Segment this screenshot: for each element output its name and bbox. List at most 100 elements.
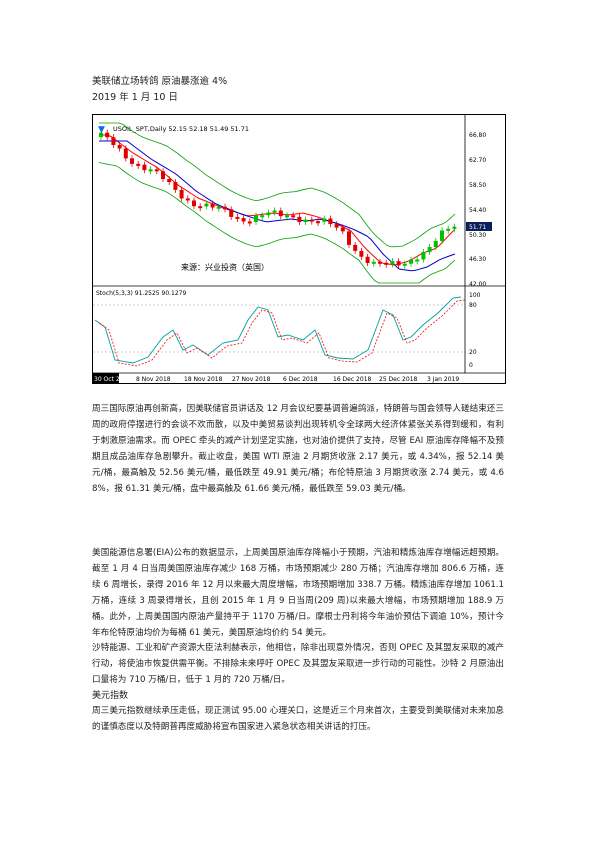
chart-svg: USOIL_SPT,Daily 52.15 52.18 51.49 51.71 … xyxy=(93,115,505,383)
candle-body xyxy=(185,198,190,201)
candle-body xyxy=(328,218,333,225)
candle-body xyxy=(136,163,141,166)
stoch-tick: 0 xyxy=(469,362,473,369)
candle-body xyxy=(396,261,401,266)
candle-body xyxy=(117,145,122,149)
date-label: 27 Nov 2018 xyxy=(232,376,271,383)
price-tick: 46.30 xyxy=(469,256,486,263)
candle-body xyxy=(353,244,358,251)
candle-body xyxy=(278,210,283,217)
section-title-usd: 美元指数 xyxy=(92,691,129,701)
candle-body xyxy=(359,250,364,257)
candle-body xyxy=(378,261,382,264)
article-title: 美联储立场转鸽 原油暴涨逾 4% xyxy=(92,76,228,87)
stoch-tick: 20 xyxy=(469,349,477,356)
date-label: 3 Jan 2019 xyxy=(427,376,459,383)
date-label: 8 Nov 2018 xyxy=(136,376,171,383)
candle-body xyxy=(247,221,252,224)
candle-body xyxy=(173,182,178,190)
candle-body xyxy=(347,231,351,245)
candle-body xyxy=(154,169,159,172)
bollinger-bands xyxy=(98,122,456,284)
candle-body xyxy=(130,158,134,164)
stoch-tick: 100 xyxy=(469,292,481,299)
candle-body xyxy=(384,262,389,265)
stoch-tick: 80 xyxy=(469,302,477,309)
stoch-signal-line xyxy=(98,299,466,367)
stoch-header: Stoch(5,3,3) 91.2525 90.1279 xyxy=(96,290,187,297)
ma-slow-line xyxy=(99,140,456,272)
stochastic-lines xyxy=(94,296,466,367)
ma-fast-line xyxy=(99,134,456,266)
candle-body xyxy=(148,169,153,172)
candle-body xyxy=(297,216,302,223)
candle-body xyxy=(179,189,184,199)
candle-body xyxy=(167,179,172,183)
price-panel xyxy=(93,115,465,285)
candle-body xyxy=(452,226,457,229)
candle-body xyxy=(254,215,258,222)
date-label: 16 Dec 2018 xyxy=(333,376,372,383)
candle-body xyxy=(371,261,376,264)
candle-body xyxy=(266,212,271,216)
date-label: 6 Dec 2018 xyxy=(283,376,318,383)
candle-body xyxy=(272,210,277,213)
price-tick: 50.30 xyxy=(469,232,486,239)
last-price-label: 51.71 xyxy=(469,224,486,231)
candle-body xyxy=(210,203,215,208)
paragraph-market-summary: 周三国际原油再创新高，因美联储官员讲话及 12 月会议纪要基调普遍鸽派，特朗普与… xyxy=(92,404,504,495)
candle-body xyxy=(309,219,314,222)
chart-watermark: 来源：兴业投资（英国） xyxy=(181,262,269,272)
price-tick: 54.40 xyxy=(469,207,486,214)
candle-body xyxy=(216,206,221,209)
candle-body xyxy=(241,218,246,222)
candle-body xyxy=(105,132,110,138)
candle-body xyxy=(415,259,420,262)
article-date: 2019 年 1 月 10 日 xyxy=(92,92,178,103)
price-tick: 62.70 xyxy=(469,157,486,164)
candle-body xyxy=(111,137,116,146)
candle-body xyxy=(390,261,395,265)
chart-header: USOIL_SPT,Daily 52.15 52.18 51.49 51.71 xyxy=(113,125,249,133)
date-highlight xyxy=(93,373,119,383)
date-label: 25 Dec 2018 xyxy=(379,376,418,383)
candle-body xyxy=(446,228,451,231)
last-price-badge xyxy=(466,222,492,231)
date-axis: 30 Oct 2018 8 Nov 2018 18 Nov 2018 27 No… xyxy=(94,376,459,383)
candle-body xyxy=(340,227,345,232)
candle-body xyxy=(142,164,147,171)
candle-body xyxy=(123,148,128,159)
candle-body xyxy=(365,256,370,263)
price-tick: 42.00 xyxy=(469,281,486,288)
paragraph-opec-saudi: 沙特能源、工业和矿产资源大臣法利赫表示，他相信，除非出现意外情况，否则 OPEC… xyxy=(92,643,504,686)
band-lower-line xyxy=(98,162,456,284)
candle-body xyxy=(334,224,339,228)
candle-body xyxy=(409,259,413,264)
candle-body xyxy=(303,219,308,223)
candle-body xyxy=(433,240,438,248)
moving-averages xyxy=(99,134,456,272)
candle-body xyxy=(427,247,432,252)
triangle-icon: ▼ xyxy=(98,125,105,135)
candlesticks xyxy=(99,129,457,269)
candle-body xyxy=(204,203,209,207)
candle-body xyxy=(291,215,296,218)
candle-body xyxy=(285,215,289,218)
price-tick: 66.80 xyxy=(469,132,486,139)
stoch-axis: 100 80 20 0 xyxy=(469,292,481,369)
paragraph-usd-index: 周三美元指数继续承压走低，现正测试 95.00 心理关口，这是近三个月来首次，主… xyxy=(92,706,504,733)
candle-body xyxy=(192,200,196,207)
candle-body xyxy=(316,221,320,224)
candle-body xyxy=(223,206,227,210)
candle-body xyxy=(99,132,103,137)
candle-body xyxy=(260,215,265,218)
candle-body xyxy=(322,218,327,222)
candle-body xyxy=(198,206,203,209)
band-upper-line xyxy=(99,122,456,248)
date-label: 18 Nov 2018 xyxy=(184,376,223,383)
price-tick: 58.50 xyxy=(469,182,486,189)
candle-body xyxy=(161,171,165,180)
paragraph-eia-data: 美国能源信息署(EIA)公布的数据显示，上周美国原油库存降幅小于预期，汽油和精炼… xyxy=(92,548,504,639)
candle-body xyxy=(235,216,240,219)
price-axis: 66.80 62.70 58.50 54.40 50.30 46.30 42.0… xyxy=(469,132,486,288)
